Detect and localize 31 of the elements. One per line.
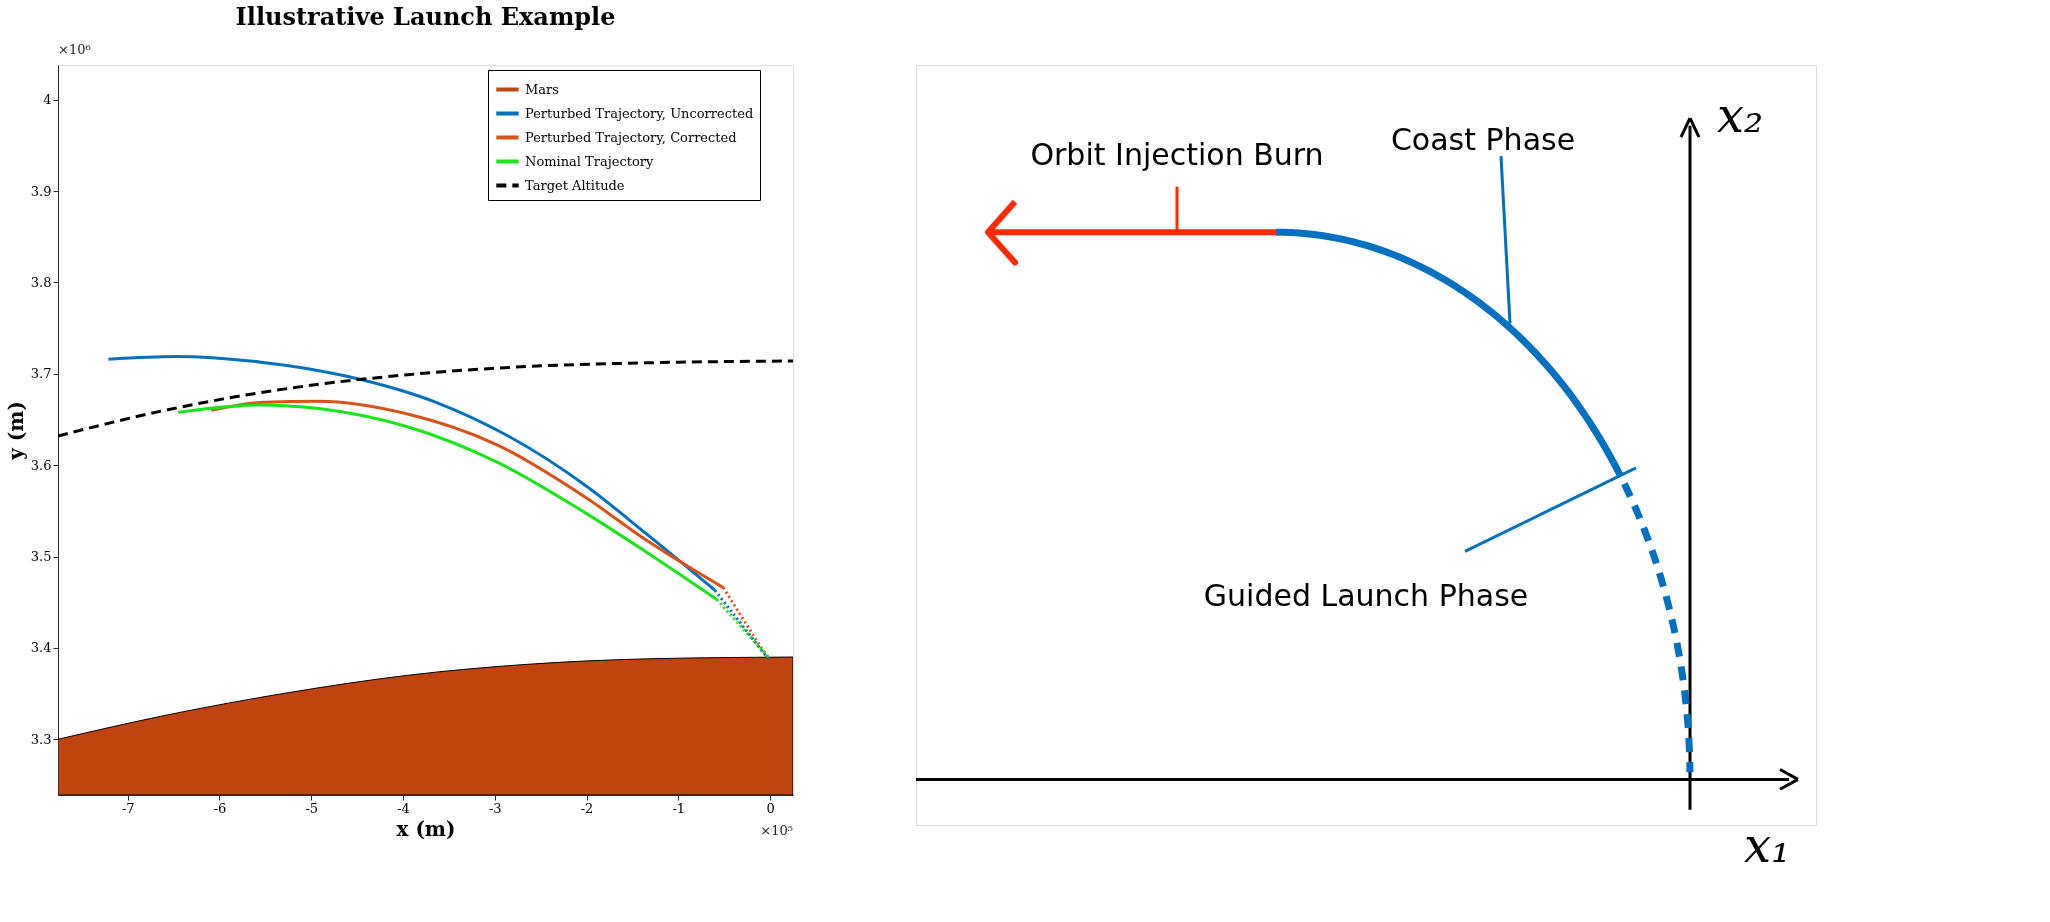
text: x₁	[1744, 816, 1791, 873]
text: ×10⁵	[760, 823, 793, 838]
y-tick-label: 3.5	[30, 549, 52, 565]
legend-label: Target Altitude	[525, 177, 625, 193]
x-tick-label: -5	[305, 800, 319, 816]
text: ×10⁶	[58, 42, 91, 57]
chart-title: Illustrative Launch Example	[235, 2, 616, 31]
x-tick-label: -2	[580, 800, 594, 816]
y-tick-label: 3.9	[30, 183, 52, 199]
text: Orbit Injection Burn	[1030, 137, 1324, 173]
x-tick-label: -1	[672, 800, 686, 816]
x-tick-label: 0	[766, 800, 775, 816]
x-tick-label: -4	[397, 800, 410, 816]
y-tick-label: 3.7	[30, 366, 52, 382]
x-axis-title: x (m)	[396, 816, 456, 841]
text: x₂	[1717, 87, 1764, 144]
y-tick-label: 3.6	[30, 457, 52, 473]
legend-label: Perturbed Trajectory, Uncorrected	[525, 105, 754, 121]
text: Coast Phase	[1390, 122, 1576, 157]
y-tick-label: 4	[43, 92, 52, 108]
text: Guided Launch Phase	[1203, 578, 1529, 613]
x-tick-label: -7	[121, 800, 135, 816]
x-tick-label: -3	[488, 800, 502, 816]
x-tick-label: -6	[213, 800, 227, 816]
legend-label: Nominal Trajectory	[525, 153, 655, 169]
y-tick-label: 3.8	[30, 274, 52, 290]
y-axis-title: y (m)	[3, 401, 28, 461]
legend-label: Mars	[525, 81, 559, 97]
y-tick-label: 3.4	[30, 640, 52, 656]
legend-label: Perturbed Trajectory, Corrected	[525, 129, 737, 145]
y-tick-label: 3.3	[30, 731, 52, 747]
